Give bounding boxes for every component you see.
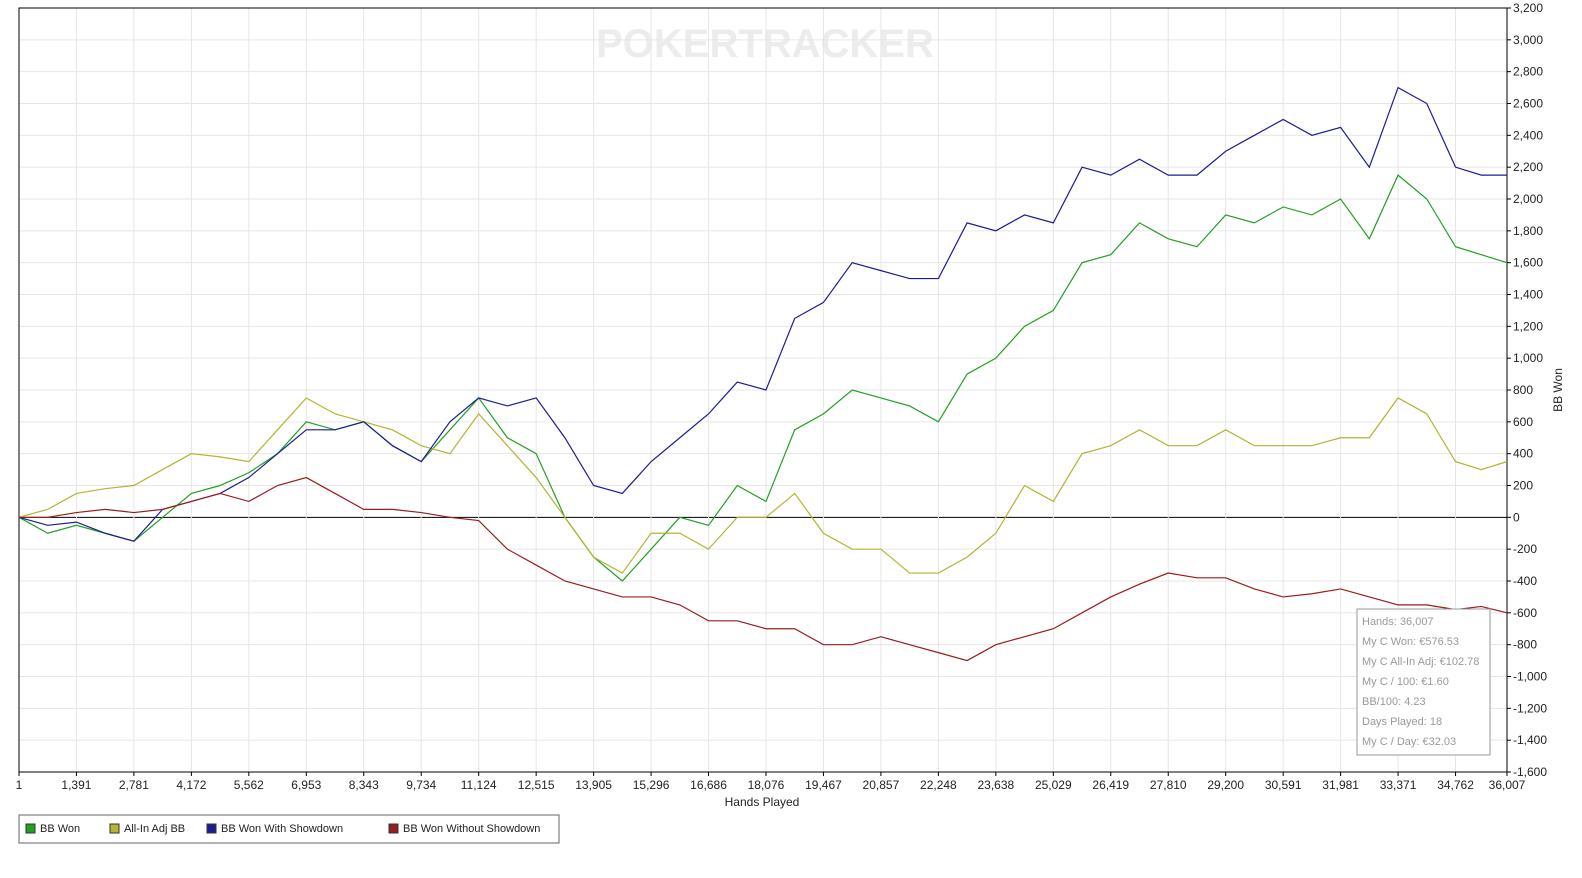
y-tick-label: -1,200 <box>1513 701 1547 715</box>
y-tick-label: 0 <box>1513 510 1520 524</box>
x-tick-label: 33,371 <box>1380 778 1417 792</box>
legend-label: BB Won Without Showdown <box>403 823 540 835</box>
x-tick-label: 31,981 <box>1322 778 1359 792</box>
y-tick-label: 2,800 <box>1513 65 1543 79</box>
x-tick-label: 12,515 <box>518 778 555 792</box>
y-tick-label: 1,200 <box>1513 319 1543 333</box>
x-tick-label: 8,343 <box>349 778 379 792</box>
series-line <box>19 476 1508 662</box>
legend-box <box>18 814 560 844</box>
x-axis-label: Hands Played <box>725 795 800 809</box>
x-tick-label: 23,638 <box>977 778 1014 792</box>
y-tick-label: 1,000 <box>1513 351 1543 365</box>
x-tick-label: 6,953 <box>291 778 321 792</box>
y-tick-label: -1,600 <box>1513 765 1547 779</box>
x-tick-label: 9,734 <box>406 778 436 792</box>
y-tick-label: -400 <box>1513 574 1537 588</box>
tooltip-text: My C Won: €576.53 <box>1362 636 1459 648</box>
legend-swatch <box>388 823 399 834</box>
x-tick-label: 15,296 <box>633 778 670 792</box>
x-tick-label: 34,762 <box>1437 778 1474 792</box>
series-line <box>18 397 1508 574</box>
tooltip-text: Days Played: 18 <box>1362 716 1442 728</box>
x-tick-label: 29,200 <box>1207 778 1244 792</box>
series-line <box>18 86 1507 542</box>
y-tick-label: 3,000 <box>1513 33 1543 47</box>
x-tick-label: 25,029 <box>1035 778 1072 792</box>
x-tick-label: 1 <box>16 778 23 792</box>
x-tick-label: 2,781 <box>119 778 149 792</box>
tooltip-box <box>1356 608 1491 756</box>
x-tick-label: 22,248 <box>920 778 957 792</box>
tooltip-text: My C / 100: €1.60 <box>1362 676 1449 688</box>
legend-label: All-In Adj BB <box>124 823 185 835</box>
x-tick-label: 20,857 <box>863 778 900 792</box>
x-tick-label: 4,172 <box>176 778 206 792</box>
x-tick-label: 18,076 <box>748 778 785 792</box>
series-line <box>18 174 1508 582</box>
tooltip-text: BB/100: 4.23 <box>1362 696 1426 708</box>
x-tick-label: 30,591 <box>1265 778 1302 792</box>
y-tick-label: 200 <box>1513 479 1533 493</box>
legend-label: BB Won <box>40 823 80 835</box>
plot-frame <box>18 7 1508 773</box>
y-tick-label: 1,800 <box>1513 224 1543 238</box>
y-tick-label: 400 <box>1513 447 1533 461</box>
legend-swatch <box>109 823 120 834</box>
y-tick-label: -1,000 <box>1513 670 1547 684</box>
x-tick-label: 1,391 <box>61 778 91 792</box>
y-tick-label: 600 <box>1513 415 1533 429</box>
tooltip-text: My C / Day: €32.03 <box>1362 736 1456 748</box>
x-tick-label: 5,562 <box>234 778 264 792</box>
x-tick-label: 16,686 <box>690 778 727 792</box>
x-tick-label: 13,905 <box>575 778 612 792</box>
y-tick-label: 2,600 <box>1513 97 1543 111</box>
y-axis-label: BB Won <box>1551 368 1565 412</box>
watermark: POKERTRACKER <box>596 22 934 66</box>
y-tick-label: 1,600 <box>1513 256 1543 270</box>
x-tick-label: 19,467 <box>805 778 842 792</box>
y-tick-label: 3,200 <box>1513 1 1543 15</box>
x-tick-label: 36,007 <box>1489 778 1526 792</box>
y-tick-label: 2,400 <box>1513 128 1543 142</box>
y-tick-label: -1,400 <box>1513 733 1547 747</box>
y-tick-label: 2,000 <box>1513 192 1543 206</box>
y-tick-label: -800 <box>1513 638 1537 652</box>
y-tick-label: -600 <box>1513 606 1537 620</box>
y-tick-label: 1,400 <box>1513 288 1543 302</box>
x-tick-label: 26,419 <box>1092 778 1129 792</box>
y-tick-label: 2,200 <box>1513 160 1543 174</box>
legend-label: BB Won With Showdown <box>221 823 343 835</box>
x-tick-label: 11,124 <box>461 778 497 792</box>
tooltip-text: My C All-In Adj: €102.78 <box>1362 656 1479 668</box>
y-tick-label: -200 <box>1513 542 1537 556</box>
tooltip-text: Hands: 36,007 <box>1362 616 1434 628</box>
legend-swatch <box>25 823 36 834</box>
legend-swatch <box>206 823 217 834</box>
y-tick-label: 800 <box>1513 383 1533 397</box>
x-tick-label: 27,810 <box>1150 778 1187 792</box>
